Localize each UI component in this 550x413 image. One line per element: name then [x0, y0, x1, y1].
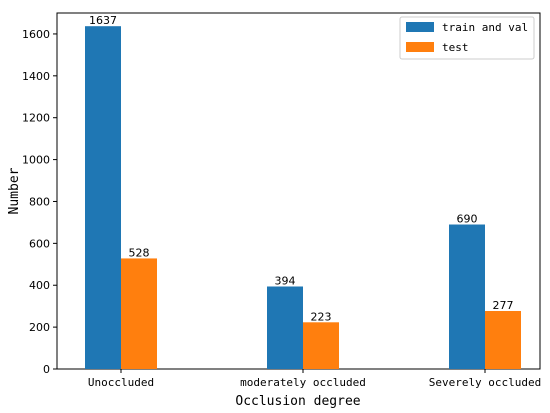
legend-label-test: test — [442, 41, 469, 54]
y-tick-label: 1400 — [22, 70, 50, 83]
y-tick-label: 400 — [29, 279, 50, 292]
bar-train-and-val-severely-occluded — [449, 224, 485, 369]
bar-label-test-moderately-occluded: 223 — [311, 310, 332, 323]
bar-label-train-and-val-moderately-occluded: 394 — [275, 274, 296, 287]
y-tick-label: 600 — [29, 237, 50, 250]
y-tick-label: 1000 — [22, 154, 50, 167]
y-tick-label: 200 — [29, 321, 50, 334]
legend: train and val test — [399, 16, 535, 60]
bar-train-and-val-unoccluded — [85, 26, 121, 370]
bar-train-and-val-moderately-occluded — [267, 286, 303, 369]
y-tick-label: 1200 — [22, 112, 50, 125]
y-axis-title: Number — [7, 167, 22, 214]
bar-label-test-unoccluded: 528 — [129, 246, 150, 259]
x-tick-label-moderately-occluded: moderately occluded — [240, 376, 366, 389]
legend-label-train-and-val: train and val — [442, 21, 528, 34]
x-axis-title: Occlusion degree — [235, 394, 360, 409]
bar-test-unoccluded — [121, 258, 157, 369]
x-tick-label-unoccluded: Unoccluded — [88, 376, 154, 389]
bar-label-test-severely-occluded: 277 — [493, 299, 514, 312]
bar-label-train-and-val-unoccluded: 1637 — [89, 14, 117, 27]
x-tick-label-severely-occluded: Severely occluded — [429, 376, 542, 389]
bar-test-moderately-occluded — [303, 322, 339, 369]
bars-group — [85, 26, 521, 370]
legend-swatch-train-and-val — [406, 22, 434, 32]
y-tick-label: 1600 — [22, 28, 50, 41]
y-tick-label: 0 — [43, 363, 50, 376]
y-tick-label: 800 — [29, 195, 50, 208]
x-axis-ticks: Unoccluded moderately occluded Severely oc… — [88, 369, 541, 389]
bar-label-train-and-val-severely-occluded: 690 — [457, 213, 478, 226]
bar-value-labels: 1637 394 690 528 223 277 — [89, 14, 514, 323]
y-axis-ticks: 0 200 400 600 800 1000 1200 1400 1600 — [22, 28, 57, 376]
legend-swatch-test — [406, 42, 434, 52]
bar-test-severely-occluded — [485, 310, 521, 369]
